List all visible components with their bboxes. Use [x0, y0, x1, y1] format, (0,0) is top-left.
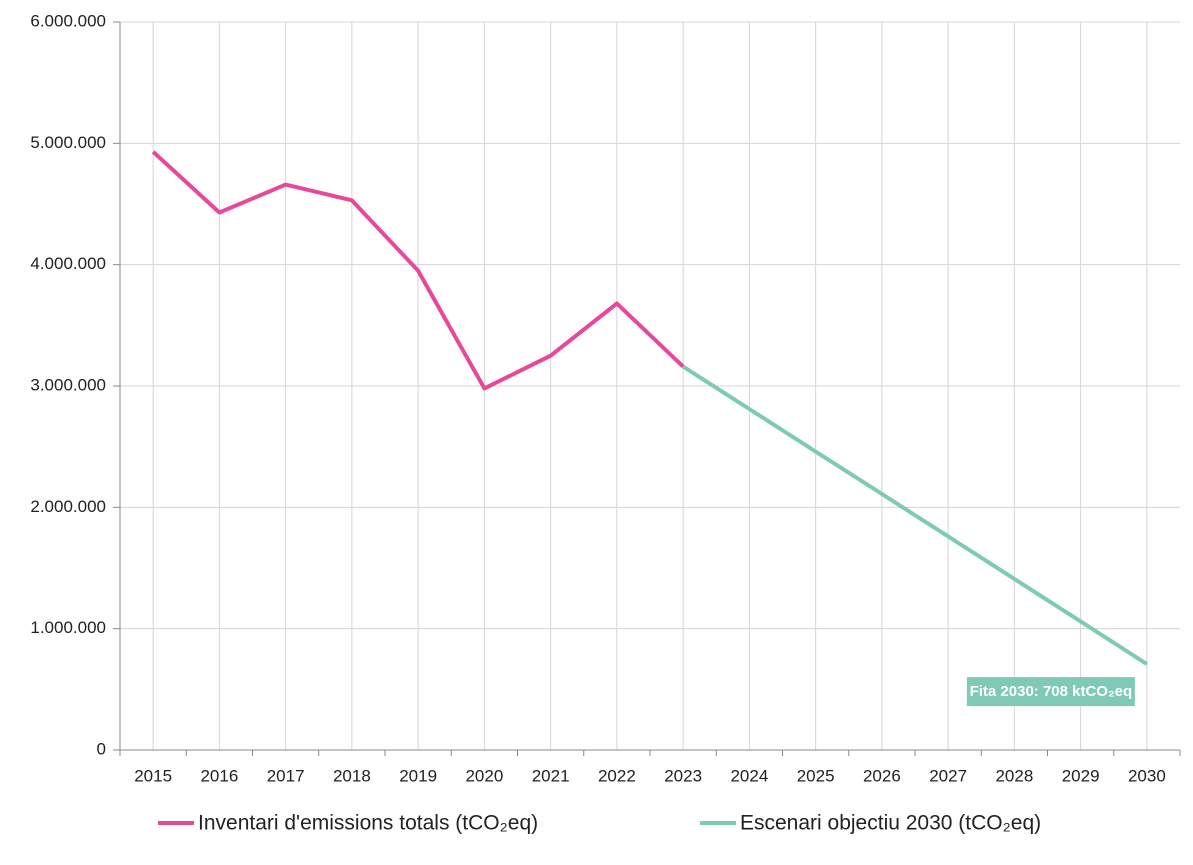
y-tick-label: 5.000.000 — [30, 133, 106, 152]
x-tick-label: 2024 — [730, 766, 768, 785]
x-tick-label: 2018 — [333, 766, 371, 785]
x-tick-label: 2017 — [267, 766, 305, 785]
x-tick-label: 2016 — [200, 766, 238, 785]
x-tick-label: 2030 — [1128, 766, 1166, 785]
data-line — [151, 150, 685, 391]
x-tick-label: 2025 — [797, 766, 835, 785]
y-tick-label: 4.000.000 — [30, 254, 106, 273]
y-tick-label: 3.000.000 — [30, 375, 106, 394]
y-tick-label: 2.000.000 — [30, 497, 106, 516]
x-tick-label: 2023 — [664, 766, 702, 785]
data-line — [682, 364, 1148, 666]
y-tick-label: 6.000.000 — [30, 11, 106, 30]
x-tick-label: 2015 — [134, 766, 172, 785]
annotation: Fita 2030: 708 ktCO₂eq — [970, 683, 1133, 700]
y-tick-label: 0 — [97, 739, 106, 758]
x-tick-label: 2019 — [399, 766, 437, 785]
x-tick-label: 2028 — [995, 766, 1033, 785]
legend-label: Escenari objectiu 2030 (tCO₂eq) — [740, 812, 1041, 835]
x-tick-label: 2026 — [863, 766, 901, 785]
x-tick-label: 2027 — [929, 766, 967, 785]
legend-label: Inventari d'emissions totals (tCO₂eq) — [198, 812, 538, 835]
x-tick-label: 2029 — [1062, 766, 1100, 785]
annotation-box — [966, 677, 1135, 707]
y-tick-label: 1.000.000 — [30, 618, 106, 637]
x-tick-label: 2021 — [532, 766, 570, 785]
x-tick-label: 2022 — [598, 766, 636, 785]
x-tick-label: 2020 — [465, 766, 503, 785]
